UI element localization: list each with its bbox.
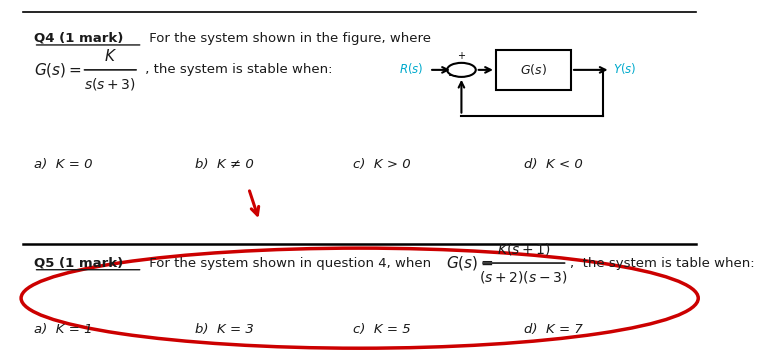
Text: $(s+2)(s-3)$: $(s+2)(s-3)$ [479,269,568,285]
Text: d)  K = 7: d) K = 7 [524,323,583,336]
Text: $G(s)=$: $G(s)=$ [446,254,493,272]
Text: a)  K = 1: a) K = 1 [33,323,92,336]
Text: c)  K > 0: c) K > 0 [353,158,410,171]
Text: −: − [448,71,457,81]
Text: Q4 (1 mark): Q4 (1 mark) [33,32,123,45]
Text: For the system shown in question 4, when: For the system shown in question 4, when [145,257,431,269]
FancyBboxPatch shape [495,50,571,90]
Text: $K$: $K$ [104,48,117,64]
Text: $G(s)$: $G(s)$ [520,62,547,78]
Text: $G(s)=$: $G(s)=$ [33,61,81,79]
Text: d)  K < 0: d) K < 0 [524,158,583,171]
Text: c)  K = 5: c) K = 5 [353,323,410,336]
Text: For the system shown in the figure, where: For the system shown in the figure, wher… [145,32,431,45]
Text: +: + [457,51,465,62]
Text: , the system is stable when:: , the system is stable when: [141,63,333,76]
Text: a)  K = 0: a) K = 0 [33,158,92,171]
Text: $K(s+1)$: $K(s+1)$ [497,241,551,257]
Text: $R(s)$: $R(s)$ [399,61,424,76]
Text: $s(s+3)$: $s(s+3)$ [84,76,136,92]
Text: ,  the system is table when:: , the system is table when: [569,257,754,269]
Text: b)  K = 3: b) K = 3 [195,323,254,336]
Text: b)  K ≠ 0: b) K ≠ 0 [195,158,254,171]
Text: $Y(s)$: $Y(s)$ [612,61,636,76]
Text: Q5 (1 mark): Q5 (1 mark) [33,257,123,269]
